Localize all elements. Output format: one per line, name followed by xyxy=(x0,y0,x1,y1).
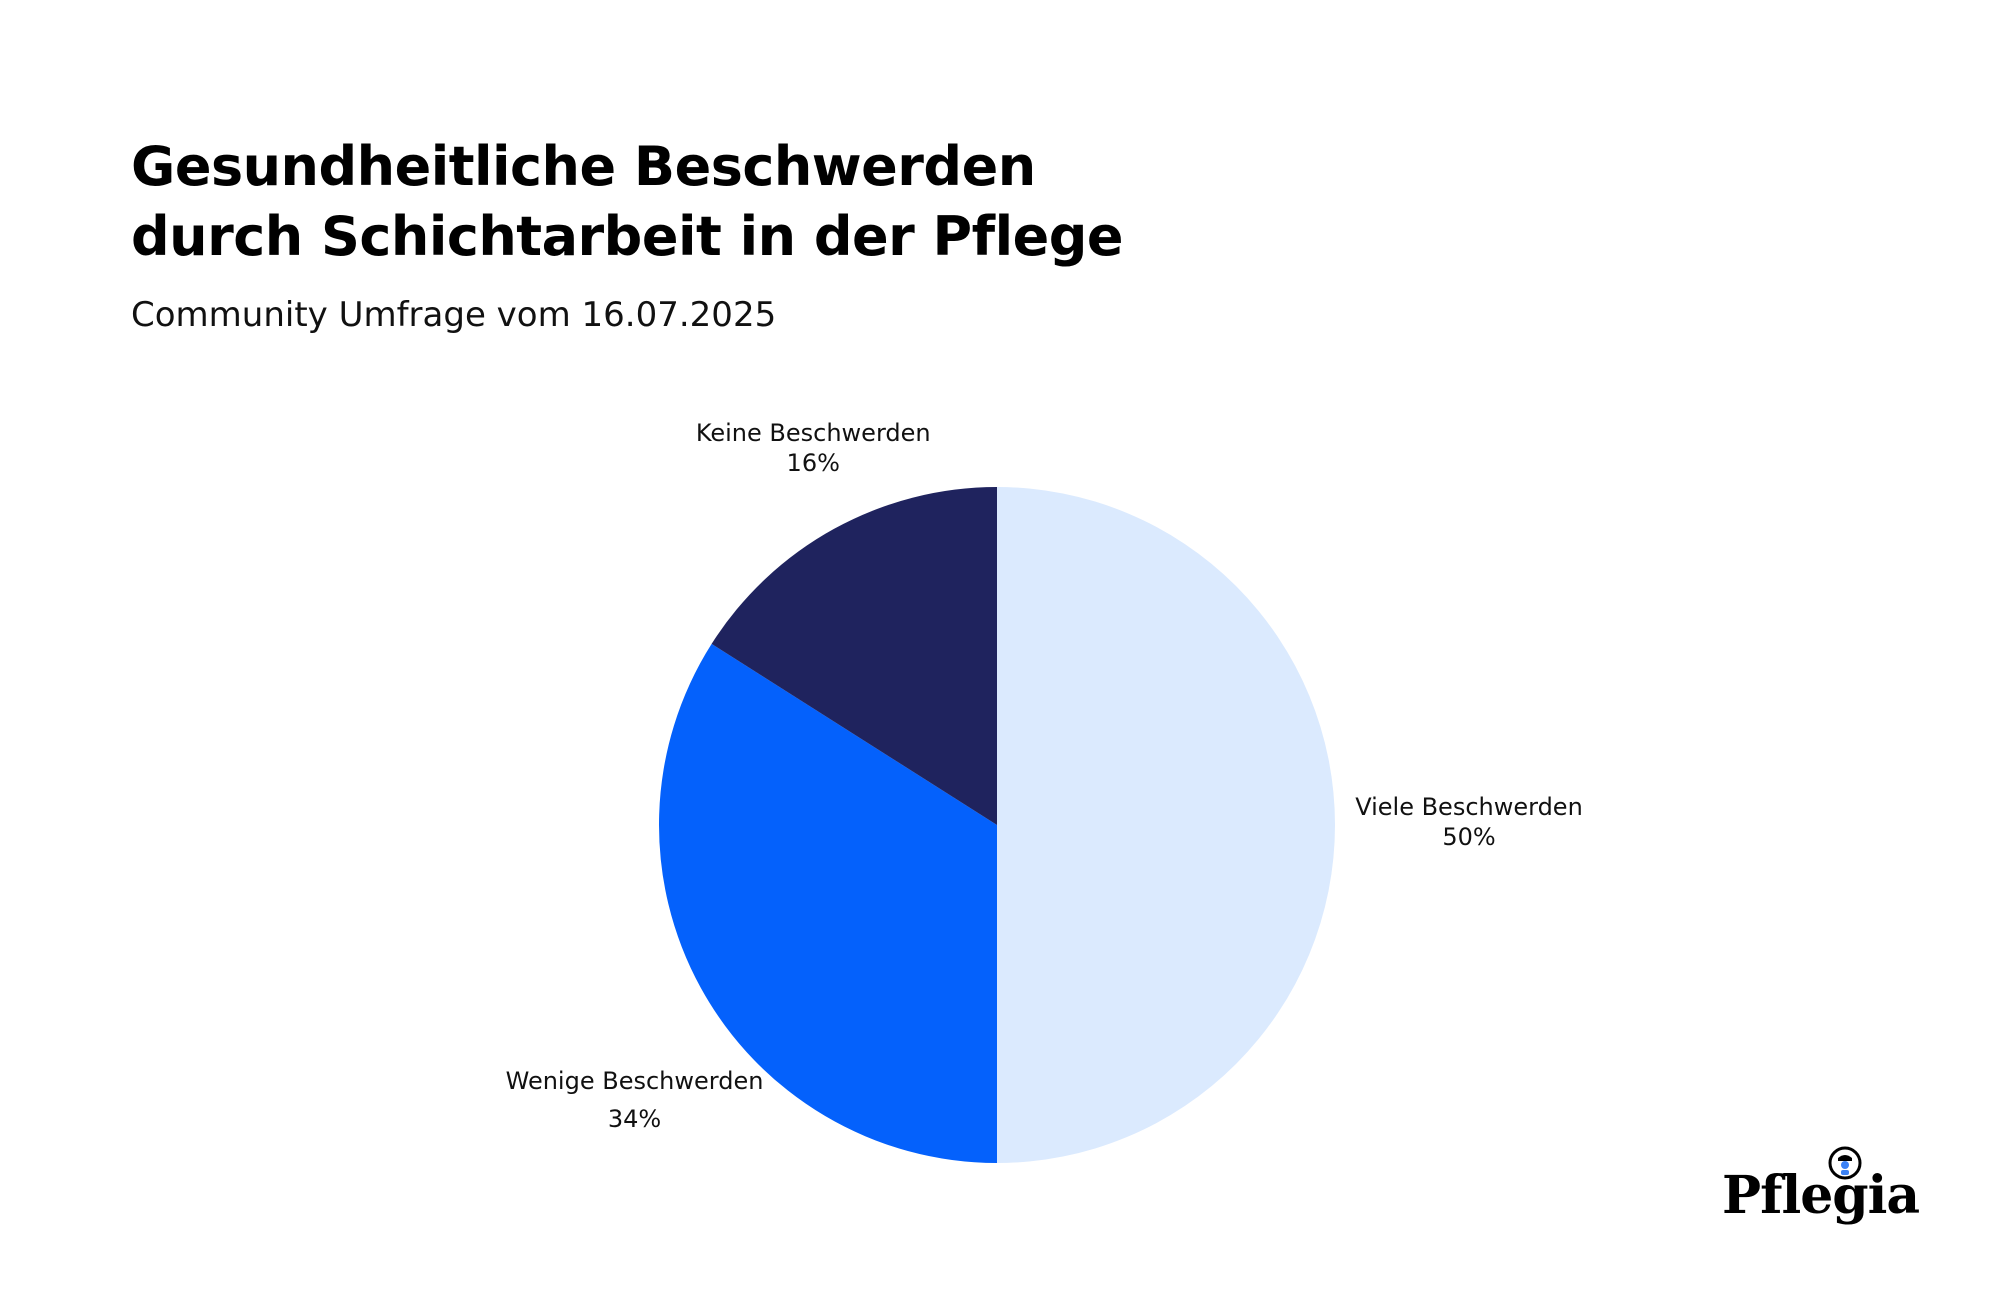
slice-value-label-1: 50% xyxy=(1442,823,1495,851)
nurse-icon xyxy=(1828,1146,1862,1180)
pie-slice-2 xyxy=(659,643,997,1163)
slice-label-1: Viele Beschwerden xyxy=(1355,793,1583,821)
chart-title: Gesundheitliche Beschwerden durch Schich… xyxy=(131,132,1331,272)
pflegia-logo: Pflegia xyxy=(1722,1140,1920,1232)
pie-slices xyxy=(659,487,1335,1163)
slice-value-label-2: 34% xyxy=(608,1105,661,1133)
pie-slice-3 xyxy=(711,487,997,825)
chart-title-line-1: Gesundheitliche Beschwerden xyxy=(131,135,1036,198)
chart-subtitle: Community Umfrage vom 16.07.2025 xyxy=(131,295,777,335)
pie-slice-1 xyxy=(997,487,1335,1163)
logo-wordmark: Pflegia xyxy=(1722,1165,1920,1226)
slice-label-2: Wenige Beschwerden xyxy=(506,1067,764,1095)
slice-label-3: Keine Beschwerden xyxy=(696,419,931,447)
chart-title-line-2: durch Schichtarbeit in der Pflege xyxy=(131,205,1124,268)
slice-value-label-3: 16% xyxy=(787,449,840,477)
